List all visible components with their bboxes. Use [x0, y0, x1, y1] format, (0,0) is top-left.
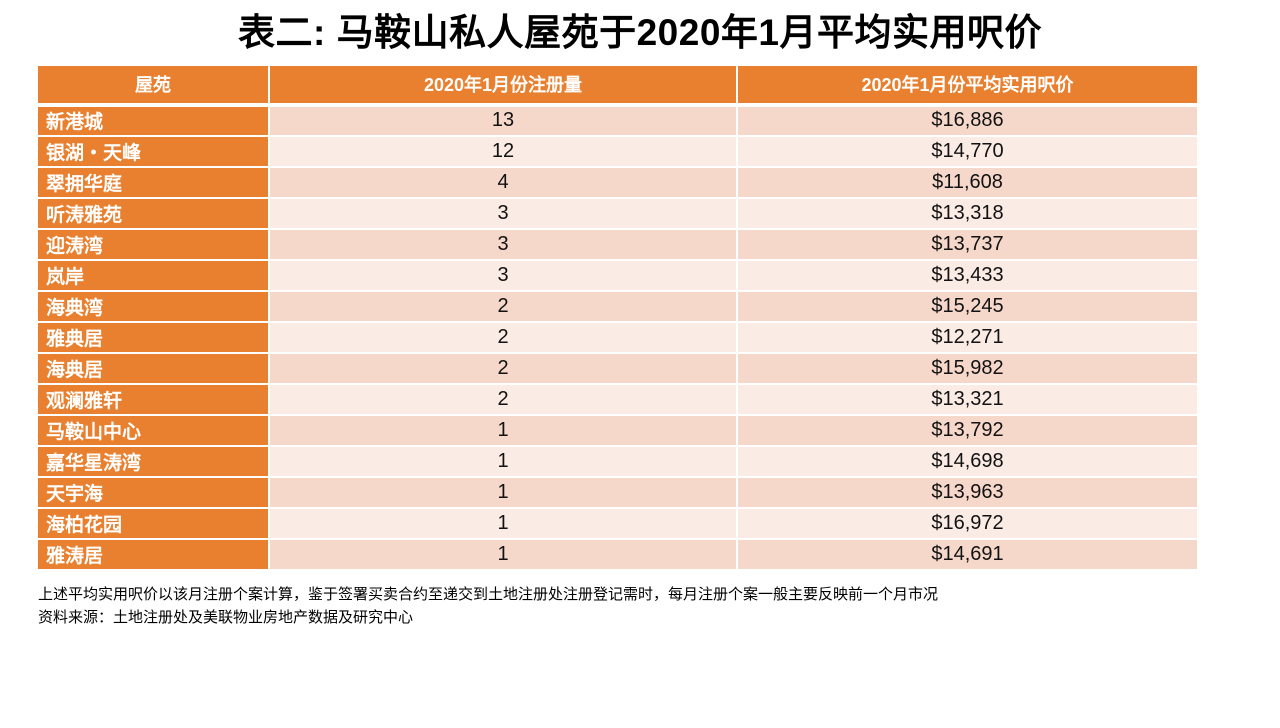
- table-row: 嘉华星涛湾 1 $14,698: [36, 444, 1199, 478]
- estate-name-cell: 马鞍山中心: [36, 413, 270, 447]
- table-header-row: 屋苑 2020年1月份注册量 2020年1月份平均实用呎价: [36, 63, 1199, 107]
- avg-price-cell: $13,737: [736, 227, 1199, 261]
- estate-name-cell: 海柏花园: [36, 506, 270, 540]
- registrations-cell: 13: [268, 103, 738, 137]
- avg-price-cell: $14,698: [736, 444, 1199, 478]
- estate-name-cell: 岚岸: [36, 258, 270, 292]
- column-header-estate: 屋苑: [36, 63, 270, 107]
- page-title: 表二: 马鞍山私人屋苑于2020年1月平均实用呎价: [238, 12, 1042, 53]
- registrations-cell: 1: [268, 506, 738, 540]
- table-row: 迎涛湾 3 $13,737: [36, 227, 1199, 261]
- table-row: 雅典居 2 $12,271: [36, 320, 1199, 354]
- estate-name-cell: 听涛雅苑: [36, 196, 270, 230]
- avg-price-cell: $13,321: [736, 382, 1199, 416]
- estate-name-cell: 海典湾: [36, 289, 270, 323]
- estate-name-cell: 观澜雅轩: [36, 382, 270, 416]
- avg-price-cell: $16,886: [736, 103, 1199, 137]
- table-row: 银湖・天峰 12 $14,770: [36, 134, 1199, 168]
- table-body: 新港城 13 $16,886 银湖・天峰 12 $14,770 翠拥华庭 4 $11,608 听涛…: [36, 103, 1199, 571]
- avg-price-cell: $14,770: [736, 134, 1199, 168]
- registrations-cell: 1: [268, 475, 738, 509]
- avg-price-cell: $11,608: [736, 165, 1199, 199]
- avg-price-cell: $13,318: [736, 196, 1199, 230]
- footnote-source: 资料来源：土地注册处及美联物业房地产数据及研究中心: [38, 608, 414, 626]
- table-row: 海典居 2 $15,982: [36, 351, 1199, 385]
- table-row: 翠拥华庭 4 $11,608: [36, 165, 1199, 199]
- estate-name-cell: 翠拥华庭: [36, 165, 270, 199]
- avg-price-cell: $16,972: [736, 506, 1199, 540]
- registrations-cell: 2: [268, 320, 738, 354]
- estate-name-cell: 雅涛居: [36, 537, 270, 571]
- column-header-avg-price: 2020年1月份平均实用呎价: [736, 63, 1199, 107]
- registrations-cell: 1: [268, 444, 738, 478]
- registrations-cell: 3: [268, 258, 738, 292]
- avg-price-cell: $12,271: [736, 320, 1199, 354]
- avg-price-cell: $14,691: [736, 537, 1199, 571]
- estate-name-cell: 海典居: [36, 351, 270, 385]
- estate-name-cell: 银湖・天峰: [36, 134, 270, 168]
- estate-name-cell: 天宇海: [36, 475, 270, 509]
- registrations-cell: 3: [268, 227, 738, 261]
- estate-price-table: 屋苑 2020年1月份注册量 2020年1月份平均实用呎价 新港城 13 $16,8…: [36, 63, 1199, 571]
- avg-price-cell: $13,433: [736, 258, 1199, 292]
- avg-price-cell: $15,245: [736, 289, 1199, 323]
- slide: 表二: 马鞍山私人屋苑于2020年1月平均实用呎价 屋苑 2020年1月份注册量…: [0, 8, 1280, 728]
- column-header-registrations: 2020年1月份注册量: [268, 63, 738, 107]
- registrations-cell: 12: [268, 134, 738, 168]
- avg-price-cell: $13,792: [736, 413, 1199, 447]
- registrations-cell: 3: [268, 196, 738, 230]
- table-row: 天宇海 1 $13,963: [36, 475, 1199, 509]
- registrations-cell: 2: [268, 382, 738, 416]
- avg-price-cell: $13,963: [736, 475, 1199, 509]
- table-row: 听涛雅苑 3 $13,318: [36, 196, 1199, 230]
- registrations-cell: 1: [268, 537, 738, 571]
- estate-name-cell: 新港城: [36, 103, 270, 137]
- registrations-cell: 1: [268, 413, 738, 447]
- estate-name-cell: 迎涛湾: [36, 227, 270, 261]
- table-row: 雅涛居 1 $14,691: [36, 537, 1199, 571]
- estate-name-cell: 雅典居: [36, 320, 270, 354]
- registrations-cell: 4: [268, 165, 738, 199]
- table-row: 马鞍山中心 1 $13,792: [36, 413, 1199, 447]
- estate-name-cell: 嘉华星涛湾: [36, 444, 270, 478]
- registrations-cell: 2: [268, 289, 738, 323]
- avg-price-cell: $15,982: [736, 351, 1199, 385]
- footnotes: 上述平均实用呎价以该月注册个案计算，鉴于签署买卖合约至递交到土地注册处注册登记需…: [38, 583, 1280, 629]
- table-row: 海柏花园 1 $16,972: [36, 506, 1199, 540]
- registrations-cell: 2: [268, 351, 738, 385]
- table-row: 新港城 13 $16,886: [36, 103, 1199, 137]
- footnote-methodology: 上述平均实用呎价以该月注册个案计算，鉴于签署买卖合约至递交到土地注册处注册登记需…: [38, 585, 939, 603]
- table-row: 海典湾 2 $15,245: [36, 289, 1199, 323]
- table-row: 岚岸 3 $13,433: [36, 258, 1199, 292]
- table-row: 观澜雅轩 2 $13,321: [36, 382, 1199, 416]
